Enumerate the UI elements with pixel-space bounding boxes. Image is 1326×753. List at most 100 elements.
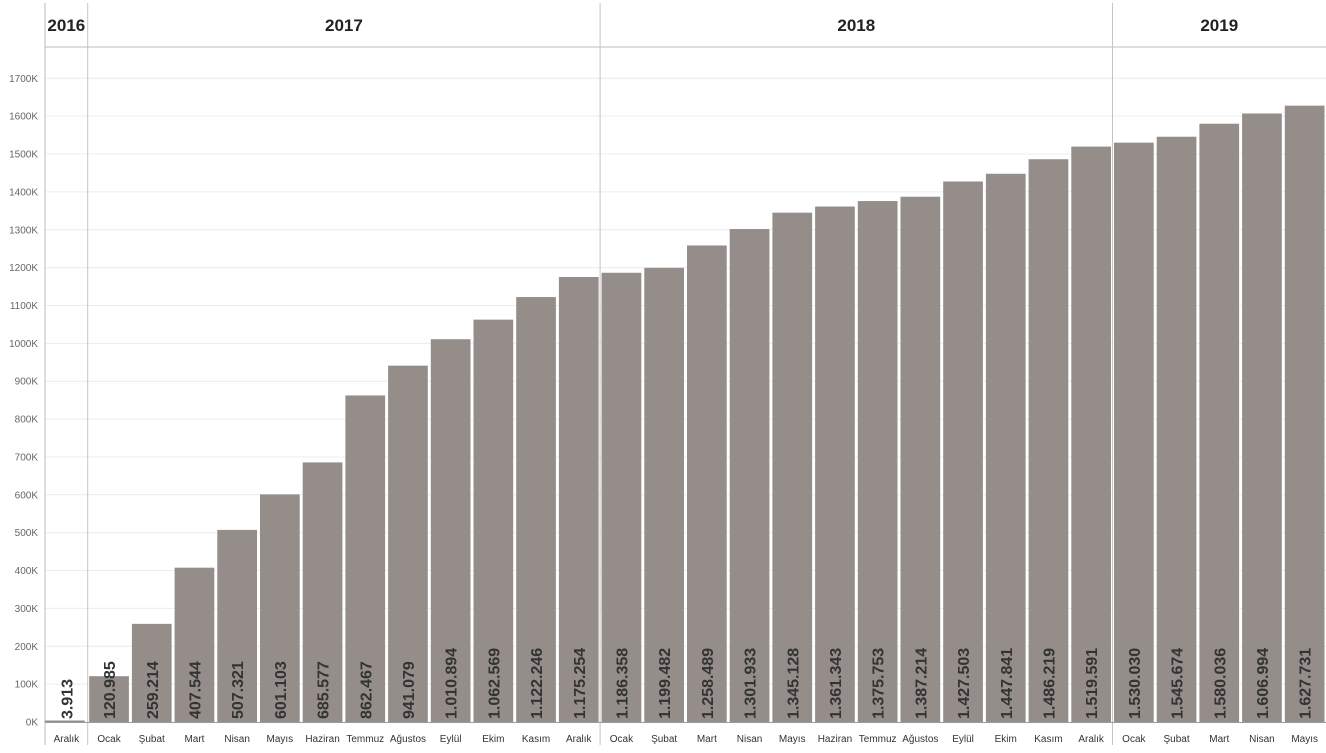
value-label: 1.447.841	[999, 648, 1016, 719]
value-label: 601.103	[273, 661, 290, 719]
bar	[1199, 123, 1240, 723]
value-label: 1.186.358	[614, 648, 631, 719]
month-label: Aralık	[1078, 734, 1105, 745]
y-tick-label: 700K	[15, 452, 39, 463]
value-label: 259.214	[145, 661, 162, 719]
bar	[1284, 105, 1325, 722]
year-label: 2019	[1200, 16, 1238, 35]
value-label: 1.175.254	[572, 648, 589, 719]
bar	[1028, 159, 1069, 723]
bar	[772, 212, 813, 722]
value-label: 1.519.591	[1084, 648, 1101, 719]
bar	[943, 181, 983, 723]
month-label: Mayıs	[1291, 734, 1318, 745]
bar	[815, 206, 855, 723]
y-tick-label: 1000K	[9, 339, 38, 350]
value-label: 1.199.482	[657, 648, 674, 719]
bar	[644, 267, 684, 722]
year-header: 2016 2017 2018 2019	[45, 3, 1326, 745]
month-label: Ocak	[97, 734, 121, 745]
bar	[174, 567, 215, 722]
value-label: 1.062.569	[486, 648, 503, 719]
year-label: 2017	[325, 16, 363, 35]
value-label: 1.301.933	[743, 648, 760, 719]
value-label: 1.122.246	[529, 648, 546, 719]
y-tick-label: 900K	[15, 377, 39, 388]
value-labels: 3.913 120.985 259.214 407.544 507.321 601.103…	[59, 648, 1314, 719]
y-tick-label: 1200K	[9, 263, 38, 274]
y-tick-label: 200K	[15, 642, 39, 653]
bar	[345, 395, 386, 722]
month-label: Mayıs	[267, 734, 294, 745]
bar	[260, 494, 300, 722]
value-label: 1.486.219	[1041, 648, 1058, 719]
month-label: Şubat	[651, 734, 677, 745]
bar	[857, 201, 898, 723]
bar	[516, 297, 556, 722]
y-tick-label: 1500K	[9, 150, 38, 161]
value-label: 1.427.503	[956, 648, 973, 719]
year-label: 2018	[837, 16, 875, 35]
bar	[1071, 146, 1111, 722]
value-label: 1.375.753	[871, 648, 888, 719]
bar	[302, 462, 343, 722]
bar	[473, 319, 514, 722]
month-label: Eylül	[952, 734, 974, 745]
value-label: 1.387.214	[913, 648, 930, 719]
bar	[729, 229, 770, 722]
bar	[687, 245, 727, 723]
bar	[89, 676, 129, 722]
bar	[1156, 136, 1197, 723]
y-tick-label: 1100K	[10, 301, 39, 312]
month-label: Nisan	[224, 734, 250, 745]
month-label: Mayıs	[779, 734, 806, 745]
month-label: Ağustos	[390, 734, 426, 745]
bar	[985, 173, 1026, 722]
month-label: Ekim	[482, 734, 504, 745]
year-label: 2016	[47, 16, 85, 35]
value-label: 507.321	[230, 661, 247, 719]
y-axis: 0K 100K 200K 300K 400K 500K 600K 700K 800K 900K 10…	[9, 3, 46, 745]
y-tick-label: 300K	[15, 604, 39, 615]
y-tick-label: 400K	[15, 566, 39, 577]
y-tick-label: 1400K	[9, 187, 38, 198]
value-label: 407.544	[187, 661, 204, 719]
value-label: 1.361.343	[828, 648, 845, 719]
value-label: 1.530.030	[1127, 648, 1144, 719]
month-label: Ekim	[995, 734, 1017, 745]
month-label: Aralık	[566, 734, 593, 745]
bar	[430, 339, 471, 722]
y-tick-label: 0K	[26, 718, 39, 729]
x-axis: Aralık Ocak Şubat Mart Nisan Mayıs Haziran Temm…	[45, 722, 1326, 745]
month-label: Temmuz	[346, 734, 384, 745]
month-label: Nisan	[1249, 734, 1275, 745]
y-tick-label: 1700K	[9, 74, 38, 85]
bar	[388, 365, 428, 722]
month-label: Şubat	[1163, 734, 1189, 745]
y-tick-label: 500K	[15, 528, 39, 539]
month-label: Mart	[184, 734, 204, 745]
month-label: Mart	[1209, 734, 1229, 745]
month-label: Ağustos	[902, 734, 938, 745]
month-label: Şubat	[139, 734, 165, 745]
month-label: Kasım	[1034, 734, 1062, 745]
y-tick-label: 1600K	[9, 112, 38, 123]
bar	[900, 196, 941, 723]
month-label: Ocak	[610, 734, 634, 745]
month-label: Haziran	[818, 734, 852, 745]
month-label: Nisan	[737, 734, 763, 745]
value-label: 1.580.036	[1212, 648, 1229, 719]
value-label: 685.577	[316, 661, 333, 719]
value-label: 1.545.674	[1170, 648, 1187, 719]
value-label: 941.079	[401, 661, 418, 719]
y-tick-label: 600K	[15, 490, 39, 501]
y-tick-label: 1300K	[9, 225, 38, 236]
bar	[131, 623, 172, 722]
bars	[45, 105, 1325, 723]
value-label: 862.467	[358, 661, 375, 719]
month-label: Ocak	[1122, 734, 1146, 745]
bar	[1114, 142, 1154, 723]
month-label: Mart	[697, 734, 717, 745]
month-label: Haziran	[305, 734, 339, 745]
